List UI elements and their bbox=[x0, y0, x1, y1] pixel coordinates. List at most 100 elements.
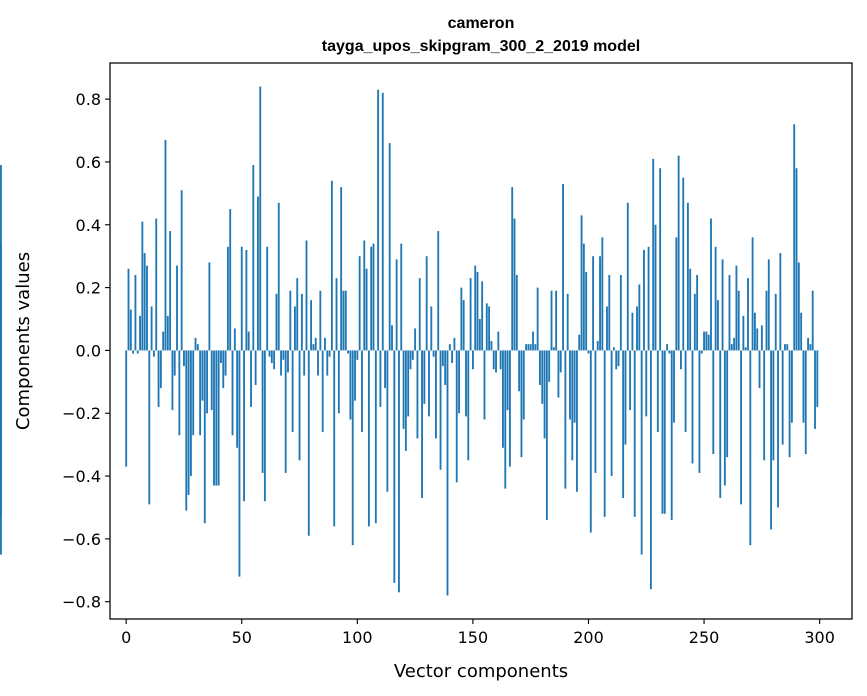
x-tick-label: 300 bbox=[804, 628, 835, 647]
bar bbox=[321, 350, 324, 433]
bar bbox=[314, 337, 317, 351]
bar bbox=[719, 350, 722, 499]
bar bbox=[659, 168, 662, 351]
bar bbox=[557, 350, 560, 398]
bar bbox=[300, 293, 303, 351]
bar bbox=[305, 240, 308, 351]
bar bbox=[356, 350, 359, 360]
bar bbox=[148, 350, 151, 505]
bar bbox=[490, 341, 493, 351]
bar bbox=[127, 268, 130, 351]
bar bbox=[139, 315, 141, 351]
bar bbox=[324, 337, 326, 351]
bar bbox=[141, 221, 144, 351]
bar bbox=[802, 350, 805, 423]
bar bbox=[663, 350, 666, 514]
bar bbox=[259, 86, 262, 351]
bar bbox=[284, 350, 287, 473]
bar bbox=[414, 328, 417, 351]
bar bbox=[125, 350, 128, 467]
bar bbox=[814, 350, 816, 429]
bars-group bbox=[0, 86, 819, 596]
bar bbox=[171, 350, 174, 411]
bar bbox=[384, 350, 386, 389]
bar bbox=[515, 275, 518, 351]
bar bbox=[391, 325, 393, 351]
bar bbox=[529, 344, 532, 351]
bar bbox=[425, 256, 428, 351]
bar bbox=[589, 350, 592, 533]
bar bbox=[689, 268, 692, 351]
x-axis-label: Vector components bbox=[394, 661, 568, 682]
bar bbox=[409, 350, 412, 370]
bar bbox=[298, 350, 301, 461]
bar bbox=[250, 350, 252, 407]
bar bbox=[578, 334, 581, 351]
x-axis-ticks: 0 50 100 150 200 250 300 bbox=[121, 619, 835, 647]
bar bbox=[326, 350, 329, 376]
bar bbox=[703, 331, 705, 351]
bar bbox=[536, 287, 539, 351]
bar bbox=[291, 350, 294, 433]
bar bbox=[157, 350, 160, 407]
bar bbox=[594, 350, 597, 473]
bar bbox=[245, 249, 248, 351]
bar bbox=[402, 350, 405, 429]
bar bbox=[562, 183, 564, 351]
bar bbox=[146, 265, 148, 351]
bar bbox=[677, 155, 680, 351]
bar bbox=[797, 262, 800, 351]
bar bbox=[328, 350, 331, 357]
bar bbox=[735, 265, 738, 351]
bar bbox=[740, 350, 742, 505]
y-tick-label: 0.2 bbox=[76, 279, 101, 298]
bar bbox=[444, 350, 447, 385]
bar bbox=[386, 350, 389, 492]
bar bbox=[460, 287, 463, 351]
bar bbox=[573, 350, 576, 423]
bar bbox=[811, 290, 814, 351]
x-tick-label: 50 bbox=[232, 628, 252, 647]
bar bbox=[545, 350, 548, 521]
bar bbox=[183, 350, 185, 367]
bar bbox=[469, 278, 472, 351]
bar bbox=[809, 344, 812, 351]
bar bbox=[617, 350, 620, 367]
bar bbox=[686, 202, 689, 351]
bar bbox=[733, 337, 736, 351]
bar bbox=[261, 350, 264, 473]
bar bbox=[737, 290, 740, 351]
bar bbox=[439, 350, 442, 470]
bar bbox=[684, 350, 687, 433]
bar bbox=[705, 331, 708, 351]
bar bbox=[233, 328, 236, 351]
y-tick-label: 0.0 bbox=[76, 341, 101, 360]
bar bbox=[377, 89, 380, 351]
bar bbox=[619, 275, 622, 351]
bar bbox=[312, 344, 315, 351]
bar bbox=[742, 315, 745, 351]
bar bbox=[231, 350, 234, 436]
bar bbox=[645, 350, 648, 417]
bar bbox=[152, 350, 155, 357]
bar bbox=[0, 350, 2, 473]
bar bbox=[136, 350, 139, 354]
bar bbox=[441, 350, 444, 367]
bar bbox=[344, 290, 347, 351]
bar bbox=[187, 350, 190, 495]
bar bbox=[525, 344, 527, 351]
bar bbox=[788, 350, 791, 458]
bar bbox=[407, 350, 410, 417]
bar bbox=[270, 350, 273, 363]
bar bbox=[649, 350, 652, 590]
bar bbox=[608, 275, 611, 351]
bar bbox=[404, 350, 407, 451]
bar bbox=[485, 303, 488, 351]
bar bbox=[592, 256, 595, 351]
bar bbox=[263, 350, 266, 502]
bar bbox=[437, 231, 440, 351]
y-tick-label: −0.6 bbox=[62, 530, 101, 549]
bar bbox=[358, 256, 361, 351]
bar bbox=[670, 350, 673, 521]
bar bbox=[247, 331, 250, 351]
